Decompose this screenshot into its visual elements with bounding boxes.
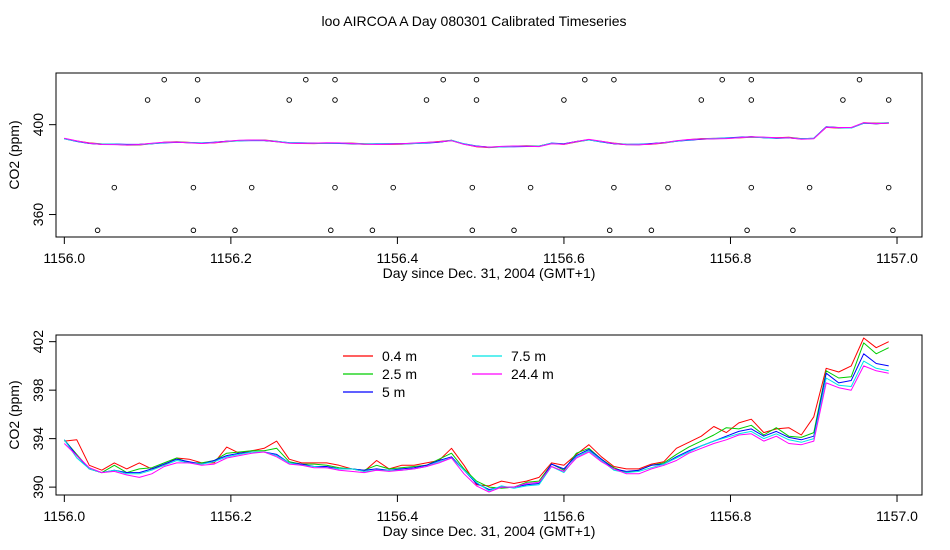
plot-frame	[55, 72, 923, 238]
series-line-0-4-m	[64, 122, 889, 149]
data-marker	[748, 76, 755, 83]
data-marker	[328, 227, 334, 234]
x-tick-label: 1156.8	[710, 250, 752, 266]
data-marker	[790, 227, 796, 234]
data-marker	[606, 227, 613, 234]
y-tick-label: 402	[30, 330, 46, 354]
data-marker	[885, 97, 892, 103]
top-panel: 1156.0 1156.2 1156.4 1156.6 1156.8 1157.0 360 4…	[6, 72, 923, 281]
x-tick-label: 1156.6	[543, 250, 585, 266]
series-line-24-4-m	[63, 365, 889, 493]
data-marker	[473, 76, 480, 83]
data-marker	[161, 76, 167, 83]
data-marker	[423, 97, 430, 103]
legend-label: 2.5 m	[382, 366, 417, 382]
series-line-0-4-m	[64, 337, 889, 487]
legend-label: 7.5 m	[511, 348, 546, 364]
series-line-2-5-m	[64, 122, 889, 148]
data-marker	[390, 184, 396, 191]
data-marker	[232, 227, 238, 234]
data-marker	[190, 227, 197, 234]
figure-title: loo AIRCOA A Day 080301 Calibrated Times…	[321, 13, 626, 29]
data-marker	[111, 184, 118, 191]
data-marker	[332, 184, 338, 191]
y-tick-label: 398	[30, 378, 46, 402]
data-marker	[885, 184, 892, 191]
data-marker	[611, 76, 617, 83]
data-marker	[332, 97, 338, 103]
data-marker	[469, 184, 476, 191]
series-line-7-5-m	[64, 122, 889, 148]
x-tick-label: 1156.0	[43, 508, 85, 524]
x-axis-label: Day since Dec. 31, 2004 (GMT+1)	[383, 523, 596, 539]
data-marker	[856, 76, 863, 83]
data-marker	[190, 184, 197, 191]
x-tick-label: 1156.0	[43, 250, 85, 266]
series-line-2-5-m	[63, 342, 889, 489]
data-marker	[806, 184, 813, 191]
data-marker	[473, 97, 480, 103]
data-marker	[286, 97, 292, 103]
x-tick-label: 1157.0	[876, 508, 918, 524]
data-marker	[582, 76, 588, 83]
data-marker	[561, 97, 567, 103]
x-tick-label: 1157.0	[876, 250, 918, 266]
data-marker	[144, 97, 151, 103]
data-marker	[332, 76, 338, 83]
data-marker	[303, 76, 309, 83]
data-marker	[648, 227, 655, 234]
data-marker	[744, 227, 750, 234]
legend: 0.4 m 2.5 m 5 m 7.5 m 24.4 m	[343, 348, 554, 400]
legend-label: 0.4 m	[382, 348, 417, 364]
series-line-7-5-m	[63, 360, 889, 492]
x-tick-label: 1156.2	[210, 250, 252, 266]
x-tick-label: 1156.6	[543, 508, 585, 524]
x-tick-label: 1156.2	[210, 508, 252, 524]
y-tick-label: 360	[30, 203, 46, 227]
data-marker	[440, 76, 446, 83]
series-line-5-m	[64, 122, 889, 148]
data-marker	[890, 227, 896, 234]
legend-label: 24.4 m	[511, 366, 554, 382]
y-axis-label: CO2 (ppm)	[6, 380, 22, 449]
data-marker	[665, 184, 671, 191]
x-tick-label: 1156.8	[710, 508, 752, 524]
y-tick-label: 394	[30, 427, 46, 451]
data-marker	[248, 184, 255, 191]
data-marker	[369, 227, 376, 234]
data-marker	[698, 97, 705, 103]
data-marker	[611, 184, 617, 191]
y-axis-label: CO2 (ppm)	[6, 120, 22, 189]
legend-label: 5 m	[382, 384, 405, 400]
data-marker	[194, 97, 201, 103]
data-marker	[748, 184, 755, 191]
data-marker	[748, 97, 755, 103]
bottom-panel: 1156.0 1156.2 1156.4 1156.6 1156.8 1157.0 390 3…	[6, 330, 923, 539]
series-line-24-4-m	[64, 122, 889, 148]
y-tick-label: 390	[30, 475, 46, 499]
data-marker	[840, 97, 846, 103]
data-marker	[94, 227, 101, 234]
x-axis-label: Day since Dec. 31, 2004 (GMT+1)	[383, 265, 596, 281]
data-marker	[194, 76, 201, 83]
x-tick-label: 1156.4	[377, 508, 419, 524]
y-tick-label: 400	[30, 113, 46, 137]
data-marker	[527, 184, 534, 191]
data-marker	[469, 227, 476, 234]
data-marker	[511, 227, 517, 234]
data-marker	[719, 76, 725, 83]
x-tick-label: 1156.4	[377, 250, 419, 266]
plot-frame	[55, 334, 923, 496]
